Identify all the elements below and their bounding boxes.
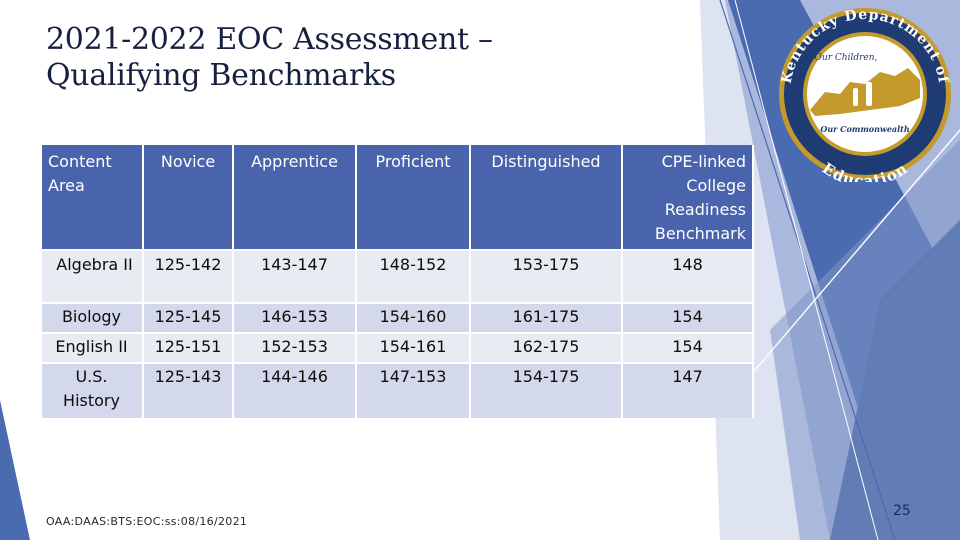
header-apprentice: Apprentice bbox=[233, 145, 357, 250]
cell-proficient: 147-153 bbox=[356, 362, 471, 418]
header-novice: Novice bbox=[143, 145, 234, 250]
table-header-row: Content Area Novice Apprentice Proficien… bbox=[42, 145, 754, 250]
cell-subject: Algebra II bbox=[42, 249, 144, 303]
slide-title-line-2: Qualifying Benchmarks bbox=[46, 58, 396, 93]
cell-apprentice: 144-146 bbox=[233, 362, 357, 418]
cell-subject: English II bbox=[42, 332, 144, 363]
footer-document-code: OAA:DAAS:BTS:EOC:ss:08/16/2021 bbox=[46, 515, 248, 528]
deco-bottom-panel bbox=[0, 400, 30, 540]
table-row: U.S. History 125-143 144-146 147-153 154… bbox=[42, 362, 754, 418]
header-proficient: Proficient bbox=[356, 145, 471, 250]
logo-state-shape bbox=[810, 68, 920, 116]
cell-novice: 125-142 bbox=[143, 249, 234, 303]
table-row: Algebra II 125-142 143-147 148-152 153-1… bbox=[42, 249, 754, 303]
logo-figure-1 bbox=[853, 88, 858, 106]
page-number: 25 bbox=[893, 503, 911, 519]
cell-subject: Biology bbox=[42, 302, 144, 333]
slide-title-line-1: 2021-2022 EOC Assessment – bbox=[46, 22, 493, 57]
cell-benchmark: 154 bbox=[622, 302, 754, 333]
cell-novice: 125-145 bbox=[143, 302, 234, 333]
cell-distinguished: 161-175 bbox=[470, 302, 623, 333]
table-row: Biology 125-145 146-153 154-160 161-175 … bbox=[42, 302, 754, 333]
benchmarks-table: Content Area Novice Apprentice Proficien… bbox=[42, 145, 754, 418]
deco-soft-panel bbox=[770, 140, 960, 540]
cell-apprentice: 146-153 bbox=[233, 302, 357, 333]
table-row: English II 125-151 152-153 154-161 162-1… bbox=[42, 332, 754, 363]
cell-apprentice: 143-147 bbox=[233, 249, 357, 303]
deco-darker-panel bbox=[830, 220, 960, 540]
header-content-area: Content Area bbox=[42, 145, 144, 250]
cell-novice: 125-143 bbox=[143, 362, 234, 418]
logo-our-commonwealth: Our Commonwealth bbox=[820, 124, 909, 134]
cell-distinguished: 162-175 bbox=[470, 332, 623, 363]
cell-novice: 125-151 bbox=[143, 332, 234, 363]
cell-distinguished: 154-175 bbox=[470, 362, 623, 418]
cell-benchmark: 148 bbox=[622, 249, 754, 303]
cell-proficient: 154-161 bbox=[356, 332, 471, 363]
cell-apprentice: 152-153 bbox=[233, 332, 357, 363]
cell-proficient: 148-152 bbox=[356, 249, 471, 303]
cell-subject: U.S. History bbox=[42, 362, 144, 418]
header-benchmark: CPE-linked College Readiness Benchmark bbox=[622, 145, 754, 250]
slide-title: 2021-2022 EOC Assessment – Qualifying Be… bbox=[46, 22, 666, 94]
cell-benchmark: 147 bbox=[622, 362, 754, 418]
cell-proficient: 154-160 bbox=[356, 302, 471, 333]
cell-benchmark: 154 bbox=[622, 332, 754, 363]
cell-distinguished: 153-175 bbox=[470, 249, 623, 303]
logo-figure-2 bbox=[866, 82, 872, 106]
kde-logo: Kentucky Department of Our Children, Our… bbox=[779, 7, 951, 182]
header-distinguished: Distinguished bbox=[470, 145, 623, 250]
logo-our-children: Our Children, bbox=[815, 53, 878, 63]
